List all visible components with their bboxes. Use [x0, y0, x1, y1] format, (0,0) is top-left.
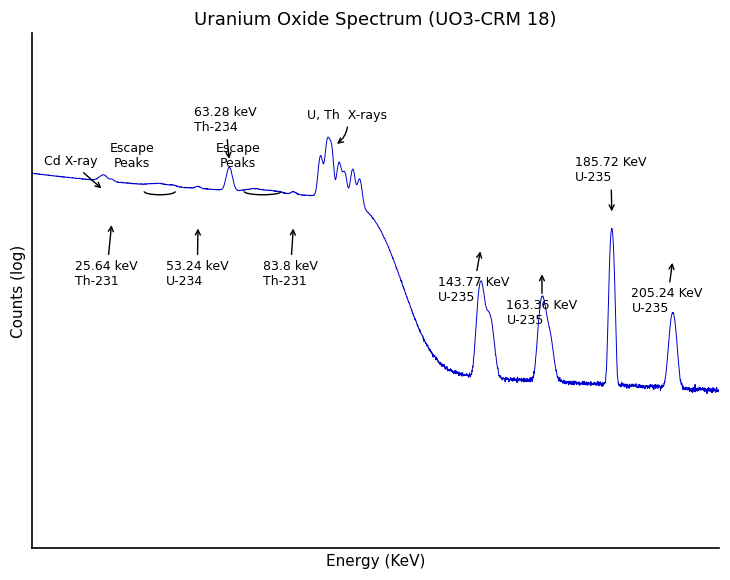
Y-axis label: Counts (log): Counts (log) [11, 244, 26, 338]
Text: 205.24 KeV
U-235: 205.24 KeV U-235 [631, 264, 703, 316]
Text: Escape
Peaks: Escape Peaks [215, 142, 261, 188]
X-axis label: Energy (KeV): Energy (KeV) [326, 554, 425, 569]
Text: Escape
Peaks: Escape Peaks [110, 142, 155, 188]
Text: U, Th  X-rays: U, Th X-rays [307, 108, 387, 143]
Title: Uranium Oxide Spectrum (UO3-CRM 18): Uranium Oxide Spectrum (UO3-CRM 18) [194, 11, 556, 29]
Text: 163.36 KeV
U-235: 163.36 KeV U-235 [507, 276, 577, 327]
Text: 143.77 KeV
U-235: 143.77 KeV U-235 [438, 253, 509, 304]
Text: 25.64 keV
Th-231: 25.64 keV Th-231 [75, 227, 138, 288]
Text: 83.8 keV
Th-231: 83.8 keV Th-231 [263, 230, 318, 288]
Text: 53.24 keV
U-234: 53.24 keV U-234 [166, 230, 228, 288]
Text: 63.28 keV
Th-234: 63.28 keV Th-234 [194, 106, 257, 157]
Text: Cd X-ray: Cd X-ray [44, 155, 100, 187]
Text: 185.72 KeV
U-235: 185.72 KeV U-235 [575, 157, 647, 210]
